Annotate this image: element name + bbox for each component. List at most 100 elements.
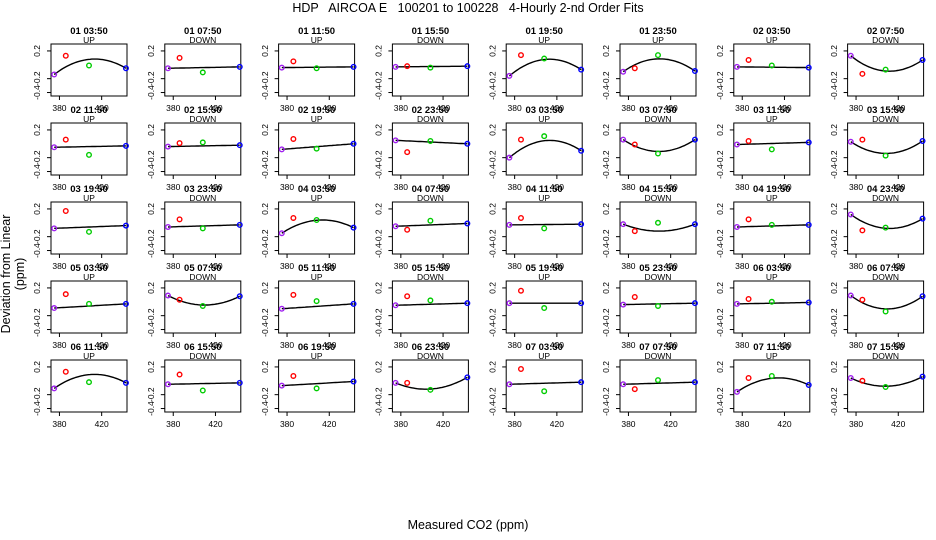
y-tick-label: -0.4	[829, 401, 839, 416]
data-point-low	[620, 301, 627, 308]
data-point-mid_high	[427, 64, 434, 71]
x-tick-label: 420	[436, 419, 450, 429]
data-point-low	[733, 63, 740, 70]
x-tick-label: 380	[621, 419, 635, 429]
y-tick-label: 0.2	[601, 282, 611, 294]
data-point-mid_high	[199, 139, 206, 146]
y-tick-label: -0.4	[260, 322, 270, 337]
y-tick-label: 0.2	[146, 282, 156, 294]
x-tick-label: 420	[891, 103, 905, 113]
x-tick-label: 420	[664, 419, 678, 429]
x-tick-label: 420	[777, 340, 791, 350]
y-tick-label: -0.2	[829, 308, 839, 323]
fit-curve	[850, 140, 923, 155]
data-point-mid_high	[85, 151, 92, 158]
data-point-high	[350, 63, 357, 70]
data-point-high	[350, 300, 357, 307]
y-tick-label: 0.2	[715, 203, 725, 215]
data-point-mid_high	[882, 224, 889, 231]
panel-title: 01 23:50	[639, 26, 677, 37]
y-tick-label: 0.2	[374, 203, 384, 215]
data-point-low	[392, 302, 399, 309]
x-tick-label: 420	[322, 182, 336, 192]
panel-frame	[847, 280, 925, 334]
panel-frame	[847, 201, 925, 255]
x-tick-label: 380	[735, 340, 749, 350]
x-tick-label: 380	[849, 182, 863, 192]
data-point-high	[350, 140, 357, 147]
panel-direction: DOWN	[417, 193, 444, 203]
data-point-mid_high	[427, 217, 434, 224]
panel-direction: UP	[83, 35, 95, 45]
panel-title: 01 19:50	[525, 26, 563, 37]
panel-title: 05 15:50	[412, 263, 450, 274]
data-point-mid_low	[62, 136, 69, 143]
x-tick-label: 380	[52, 182, 66, 192]
x-tick-label: 420	[550, 261, 564, 271]
data-point-high	[578, 66, 585, 73]
x-tick-label: 380	[508, 261, 522, 271]
panel-direction: UP	[83, 272, 95, 282]
panel-direction: UP	[766, 351, 778, 361]
panel-direction: UP	[538, 114, 550, 124]
data-point-high	[464, 140, 471, 147]
data-point-low	[278, 64, 285, 71]
panel-title: 05 23:50	[639, 263, 677, 274]
data-point-mid_high	[882, 66, 889, 73]
x-tick-label: 420	[208, 103, 222, 113]
y-tick-label: 0.2	[146, 45, 156, 57]
data-point-mid_high	[427, 138, 434, 145]
x-tick-label: 380	[166, 419, 180, 429]
figure-title: HDP AIRCOA E 100201 to 100228 4-Hourly 2…	[292, 1, 644, 15]
x-tick-label: 420	[208, 419, 222, 429]
panel-title: 07 03:50	[525, 342, 563, 353]
data-point-high	[919, 138, 926, 145]
data-point-mid_high	[313, 145, 320, 152]
data-point-mid_low	[859, 136, 866, 143]
panel-direction: DOWN	[872, 351, 899, 361]
y-tick-label: 0.2	[146, 124, 156, 136]
x-tick-label: 380	[166, 340, 180, 350]
data-point-mid_low	[631, 386, 638, 393]
data-point-high	[236, 379, 243, 386]
data-point-mid_low	[745, 138, 752, 145]
y-tick-label: -0.4	[487, 85, 497, 100]
data-point-high	[691, 300, 698, 307]
data-point-high	[919, 56, 926, 63]
fit-curve	[167, 66, 240, 69]
y-tick-label: -0.4	[146, 401, 156, 416]
x-tick-label: 380	[280, 261, 294, 271]
data-point-high	[236, 142, 243, 149]
y-tick-label: -0.2	[829, 150, 839, 165]
y-tick-label: 0.2	[715, 45, 725, 57]
y-tick-label: -0.2	[374, 229, 384, 244]
fit-curve	[167, 294, 240, 306]
x-tick-label: 380	[280, 103, 294, 113]
fit-curve	[509, 381, 582, 385]
fit-curve	[167, 382, 240, 385]
panel-frame	[391, 280, 469, 334]
y-tick-label: -0.2	[146, 308, 156, 323]
panel-title: 02 19:50	[298, 105, 336, 116]
data-point-mid_high	[541, 225, 548, 232]
data-point-mid_low	[290, 135, 297, 142]
data-point-mid_low	[517, 287, 524, 294]
x-tick-label: 420	[777, 419, 791, 429]
data-point-high	[578, 221, 585, 228]
y-tick-label: 0.2	[715, 282, 725, 294]
data-point-mid_high	[199, 69, 206, 76]
panel-direction: DOWN	[189, 114, 216, 124]
panel-title: 03 03:50	[525, 105, 563, 116]
y-tick-label: -0.2	[32, 150, 42, 165]
data-point-mid_high	[427, 386, 434, 393]
x-tick-label: 420	[777, 182, 791, 192]
y-tick-label: -0.2	[32, 71, 42, 86]
